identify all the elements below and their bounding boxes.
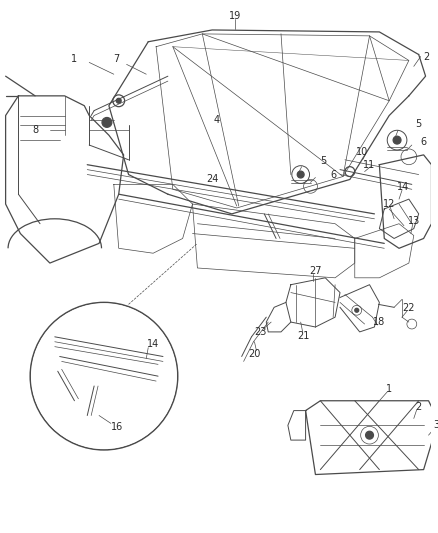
Text: 19: 19 xyxy=(229,11,241,21)
Text: 24: 24 xyxy=(206,174,219,184)
Text: 4: 4 xyxy=(214,116,220,125)
Circle shape xyxy=(355,308,359,312)
Text: 2: 2 xyxy=(424,52,430,61)
Circle shape xyxy=(143,364,149,369)
Text: 22: 22 xyxy=(403,303,415,313)
Circle shape xyxy=(89,414,93,417)
Text: 7: 7 xyxy=(113,54,120,64)
Text: 2: 2 xyxy=(416,402,422,411)
Text: 5: 5 xyxy=(416,119,422,130)
Circle shape xyxy=(297,171,304,178)
Text: 8: 8 xyxy=(32,125,38,135)
Text: 12: 12 xyxy=(383,199,396,209)
Text: 6: 6 xyxy=(330,169,336,180)
Circle shape xyxy=(31,303,177,449)
Text: 1: 1 xyxy=(386,384,392,394)
Text: 10: 10 xyxy=(356,147,368,157)
Text: 27: 27 xyxy=(309,266,321,276)
Text: 20: 20 xyxy=(248,349,261,359)
Circle shape xyxy=(366,431,374,439)
Text: 6: 6 xyxy=(420,137,427,147)
Text: 14: 14 xyxy=(147,338,159,349)
Text: 1: 1 xyxy=(71,54,78,64)
Text: 21: 21 xyxy=(297,331,310,341)
Circle shape xyxy=(102,117,112,127)
Text: 5: 5 xyxy=(320,156,327,166)
Text: 14: 14 xyxy=(397,182,409,192)
Text: 16: 16 xyxy=(111,422,123,432)
Text: 13: 13 xyxy=(408,216,420,226)
Text: 18: 18 xyxy=(373,317,385,327)
Text: 11: 11 xyxy=(364,160,376,169)
Text: 23: 23 xyxy=(254,327,267,337)
Text: 3: 3 xyxy=(433,421,438,430)
Circle shape xyxy=(116,98,121,103)
Circle shape xyxy=(393,136,401,144)
